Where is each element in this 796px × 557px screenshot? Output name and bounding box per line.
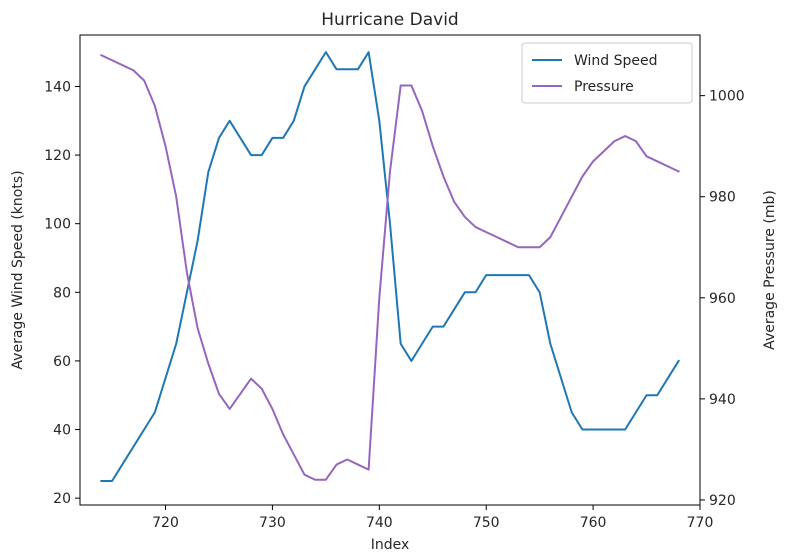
- series-line-wind-speed: [100, 51, 680, 482]
- x-tick-label: 750: [473, 515, 500, 531]
- y-left-tick-label: 40: [53, 423, 71, 439]
- series-line-pressure: [100, 53, 680, 481]
- legend-box: [521, 42, 693, 104]
- y-right-tick-label: 920: [709, 493, 736, 509]
- y-right-tick-label: 940: [709, 392, 736, 408]
- x-tick-label: 760: [580, 515, 607, 531]
- plot-area: [100, 51, 680, 482]
- chart-title: Hurricane David: [321, 10, 458, 30]
- x-tick-label: 740: [366, 515, 393, 531]
- y-axis-left-label: Average Wind Speed (knots): [10, 170, 26, 369]
- y-left-tick-label: 140: [44, 79, 71, 95]
- y-right-tick-label: 980: [709, 190, 736, 206]
- axes: 720 730 740 750 760 770 20 40 60 80 100 120 140 920 94…: [44, 34, 745, 531]
- y-left-tick-label: 80: [53, 285, 71, 301]
- x-tick-label: 770: [687, 515, 714, 531]
- y-right-tick-label: 1000: [709, 89, 745, 105]
- y-left-tick-label: 120: [44, 148, 71, 164]
- x-axis-label: Index: [371, 537, 410, 553]
- y-left-tick-label: 100: [44, 217, 71, 233]
- y-right-tick-label: 960: [709, 291, 736, 307]
- y-left-tick-label: 60: [53, 354, 71, 370]
- legend-entry-label: Wind Speed: [574, 53, 658, 69]
- plot-frame: [79, 34, 701, 506]
- legend: Wind Speed Pressure: [521, 42, 693, 104]
- x-tick-label: 730: [259, 515, 286, 531]
- x-tick-label: 720: [152, 515, 179, 531]
- y-left-tick-label: 20: [53, 491, 71, 507]
- y-axis-right-label: Average Pressure (mb): [762, 190, 778, 350]
- legend-entry-label: Pressure: [574, 79, 634, 95]
